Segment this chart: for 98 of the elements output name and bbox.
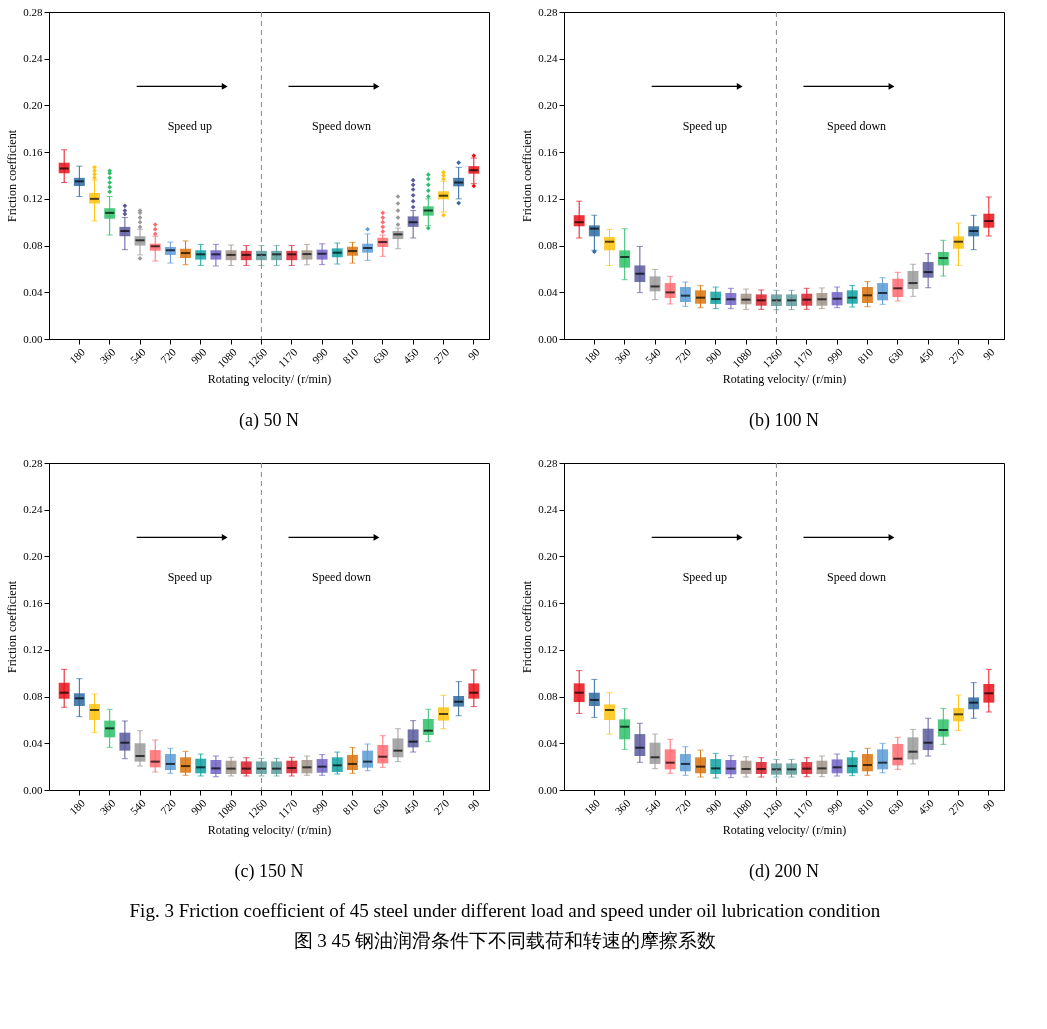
x-tick-label: 810 [855,345,876,366]
x-axis-title: Rotating velocity/ (r/min) [207,822,332,837]
x-tick-label: 900 [703,796,724,817]
x-axis-title: Rotating velocity/ (r/min) [207,371,332,386]
x-tick-label: 810 [340,796,361,817]
x-tick-label: 720 [158,796,179,817]
text: (a) 50 N [239,410,299,432]
x-tick-label: 810 [340,345,361,366]
y-tick-label: 0.08 [538,239,558,252]
x-tick-label: 180 [581,796,603,817]
x-tick-label: 630 [885,345,906,366]
x-tick-label: 180 [66,796,88,817]
x-tick-label: 90 [465,796,482,814]
x-tick-label: 450 [915,345,937,366]
x-tick-label: 810 [855,796,876,817]
x-tick-label: 720 [673,345,694,366]
y-tick-label: 0.00 [23,783,43,796]
x-tick-label: 270 [431,796,452,817]
y-tick-label: 0.28 [23,5,43,18]
y-tick-label: 0.24 [538,503,558,516]
y-tick-label: 0.04 [23,285,43,298]
y-tick-label: 0.24 [23,503,43,516]
annotation: Speed down [827,119,887,134]
x-tick-label: 180 [581,345,603,366]
x-tick-label: 450 [400,796,422,817]
x-axis-title: Rotating velocity/ (r/min) [722,822,847,837]
y-axis-title: Friction coefficient [520,580,535,674]
x-tick-label: 900 [188,345,209,366]
x-tick-label: 630 [885,796,906,817]
y-tick-label: 0.00 [538,783,558,796]
x-tick-label: 990 [309,796,331,817]
y-tick-label: 0.12 [538,643,558,656]
y-tick-label: 0.20 [23,98,43,111]
y-tick-label: 0.00 [538,332,558,345]
annotation: Speed down [312,570,372,585]
y-tick-label: 0.12 [23,643,43,656]
x-tick-label: 990 [824,796,846,817]
y-tick-label: 0.08 [538,690,558,703]
x-tick-label: 90 [980,796,997,814]
x-tick-label: 540 [642,345,664,366]
x-tick-label: 720 [673,796,694,817]
y-tick-label: 0.28 [538,5,558,18]
caption: Fig. 3 Friction coefficient of 45 steel under different load and speed under oil lubrication condition [129,899,881,921]
y-tick-label: 0.12 [23,192,43,205]
text: (c) 150 N [234,861,304,883]
annotation: Speed down [312,119,372,134]
x-tick-label: 900 [188,796,209,817]
y-tick-label: 0.20 [538,98,558,111]
y-tick-label: 0.24 [538,52,558,65]
x-tick-label: 450 [915,796,937,817]
annotation: Speed down [827,570,887,585]
text: (b) 100 N [749,410,819,432]
x-tick-label: 630 [370,345,391,366]
y-tick-label: 0.04 [23,736,43,749]
y-tick-label: 0.20 [538,549,558,562]
y-tick-label: 0.16 [538,596,558,609]
y-tick-label: 0.00 [23,332,43,345]
x-tick-label: 270 [431,345,452,366]
x-tick-label: 360 [612,796,633,817]
y-tick-label: 0.08 [23,690,43,703]
x-tick-label: 900 [703,345,724,366]
annotation: Speed up [682,119,727,134]
y-axis-title: Friction coefficient [5,129,20,223]
annotation: Speed up [167,570,212,585]
caption: 图 3 45 钢油润滑条件下不同载荷和转速的摩擦系数 [293,929,717,951]
x-axis-title: Rotating velocity/ (r/min) [722,371,847,386]
y-tick-label: 0.12 [538,192,558,205]
x-tick-label: 270 [946,796,967,817]
y-tick-label: 0.28 [538,456,558,469]
x-tick-label: 90 [465,345,482,363]
x-tick-label: 450 [400,345,422,366]
annotation: Speed up [167,119,212,134]
y-tick-label: 0.04 [538,285,558,298]
x-tick-label: 720 [158,345,179,366]
x-tick-label: 90 [980,345,997,363]
y-tick-label: 0.04 [538,736,558,749]
y-axis-title: Friction coefficient [520,129,535,223]
x-tick-label: 990 [309,345,331,366]
x-tick-label: 180 [66,345,88,366]
x-tick-label: 360 [612,345,633,366]
y-tick-label: 0.20 [23,549,43,562]
y-tick-label: 0.16 [23,596,43,609]
annotation: Speed up [682,570,727,585]
x-tick-label: 540 [127,796,149,817]
x-tick-label: 540 [127,345,149,366]
x-tick-label: 270 [946,345,967,366]
y-axis-title: Friction coefficient [5,580,20,674]
y-tick-label: 0.08 [23,239,43,252]
x-tick-label: 630 [370,796,391,817]
text: (d) 200 N [749,861,819,883]
x-tick-label: 990 [824,345,846,366]
y-tick-label: 0.24 [23,52,43,65]
x-tick-label: 360 [97,796,118,817]
y-tick-label: 0.16 [538,145,558,158]
y-tick-label: 0.28 [23,456,43,469]
y-tick-label: 0.16 [23,145,43,158]
x-tick-label: 360 [97,345,118,366]
x-tick-label: 540 [642,796,664,817]
